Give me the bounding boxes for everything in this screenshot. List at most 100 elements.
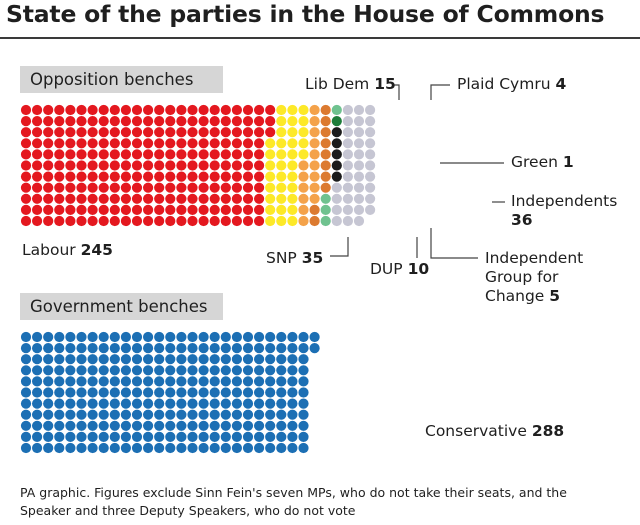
- seat-dot-conservative: [131, 420, 143, 431]
- seat-dot-labour: [65, 138, 76, 149]
- seat-dot-labour: [87, 149, 98, 160]
- seat-dot-conservative: [298, 387, 309, 398]
- seat-dot-labour: [165, 116, 176, 127]
- seat-dot-conservative: [131, 354, 143, 365]
- seat-dot-labour: [54, 193, 65, 204]
- seat-dot-conservative: [287, 431, 298, 442]
- seat-dot-labour: [198, 104, 209, 116]
- seat-dot-independents: [353, 138, 365, 149]
- seat-dot-conservative: [98, 387, 109, 398]
- seat-dot-snp: [287, 127, 298, 138]
- seat-dot-independents: [365, 138, 376, 149]
- seat-dot-snp: [298, 138, 309, 149]
- seat-dot-independents: [353, 204, 365, 215]
- seat-dot-conservative: [154, 420, 165, 431]
- seat-dot-snp: [276, 160, 287, 171]
- seat-dot-conservative: [298, 420, 309, 431]
- seat-dot-conservative: [242, 331, 254, 343]
- seat-dot-conservative: [220, 442, 231, 454]
- seat-dot-labour: [187, 127, 198, 138]
- seat-dot-labour: [231, 204, 242, 215]
- seat-dot-conservative: [87, 442, 98, 454]
- seat-dot-labour: [120, 182, 131, 193]
- seat-dot-labour: [31, 171, 43, 182]
- seat-dot-conservative: [131, 398, 143, 409]
- seat-dot-conservative: [254, 331, 265, 343]
- seat-dot-conservative: [209, 354, 220, 365]
- seat-dot-conservative: [87, 409, 98, 420]
- seat-dot-conservative: [109, 365, 120, 376]
- seat-dot-conservative: [76, 398, 87, 409]
- seat-dot-conservative: [109, 343, 120, 354]
- seat-dot-labour: [65, 127, 76, 138]
- seat-dot-conservative: [165, 387, 176, 398]
- seat-dot-labour: [154, 160, 165, 171]
- seat-dot-conservative: [187, 409, 198, 420]
- seat-dot-labour: [265, 127, 276, 138]
- seat-dot-independents: [353, 104, 365, 116]
- seat-dot-conservative: [265, 331, 276, 343]
- seat-dot-conservative: [187, 420, 198, 431]
- seat-dot-labour: [143, 215, 154, 227]
- seat-dot-labour: [165, 160, 176, 171]
- seat-dot-labour: [65, 215, 76, 227]
- seat-dot-conservative: [131, 365, 143, 376]
- seat-dot-conservative: [209, 343, 220, 354]
- seat-dot-labour: [98, 182, 109, 193]
- seat-dot-conservative: [265, 442, 276, 454]
- seat-dot-lib-dem: [309, 149, 320, 160]
- seat-dot-conservative: [276, 343, 287, 354]
- seat-dot-labour: [43, 160, 54, 171]
- seat-dot-labour: [54, 127, 65, 138]
- seat-dot-dup: [320, 127, 331, 138]
- seat-dot-conservative: [98, 420, 109, 431]
- seat-dot-conservative: [143, 376, 154, 387]
- label-green: Green 1: [511, 153, 574, 172]
- seat-dot-labour: [98, 171, 109, 182]
- seat-dot-labour: [165, 182, 176, 193]
- seat-dot-conservative: [20, 376, 32, 387]
- seat-dot-plaid-cymru: [331, 104, 342, 116]
- seat-dot-snp: [265, 149, 276, 160]
- seat-dot-labour: [242, 127, 254, 138]
- seat-dot-independents: [365, 127, 376, 138]
- seat-dot-conservative: [265, 343, 276, 354]
- seat-dot-conservative: [76, 354, 87, 365]
- seat-dot-labour: [20, 104, 32, 116]
- seat-dot-conservative: [198, 398, 209, 409]
- seat-dot-labour: [154, 204, 165, 215]
- seat-dot-conservative: [87, 331, 98, 343]
- seat-dot-conservative: [209, 420, 220, 431]
- seat-dot-labour: [131, 193, 143, 204]
- seat-dot-labour: [87, 171, 98, 182]
- seat-dot-labour: [54, 116, 65, 127]
- seat-dot-independents: [365, 160, 376, 171]
- seat-dot-labour: [254, 193, 265, 204]
- seat-dot-labour: [143, 171, 154, 182]
- seat-dot-conservative: [109, 442, 120, 454]
- seat-dot-lib-dem: [298, 204, 309, 215]
- seat-dot-conservative: [31, 420, 43, 431]
- seat-dot-labour: [231, 104, 242, 116]
- seat-dot-independent-group-for-change: [331, 127, 342, 138]
- seat-dot-labour: [209, 116, 220, 127]
- seat-dot-conservative: [31, 442, 43, 454]
- seat-dot-conservative: [109, 354, 120, 365]
- seat-dot-conservative: [43, 420, 54, 431]
- seat-dot-conservative: [154, 376, 165, 387]
- seat-dot-conservative: [298, 343, 309, 354]
- seat-dot-labour: [187, 149, 198, 160]
- seat-dot-conservative: [298, 409, 309, 420]
- seat-dot-conservative: [98, 343, 109, 354]
- seat-dot-independents: [342, 193, 353, 204]
- seat-dot-conservative: [231, 420, 242, 431]
- seat-dot-conservative: [165, 420, 176, 431]
- label-plaid-value: 4: [555, 75, 567, 93]
- source-note: PA graphic. Figures exclude Sinn Fein's …: [20, 485, 567, 518]
- seat-dot-labour: [120, 104, 131, 116]
- seat-dot-conservative: [176, 398, 187, 409]
- seat-dot-conservative: [176, 343, 187, 354]
- seat-dot-labour: [143, 138, 154, 149]
- seat-dot-conservative: [54, 442, 65, 454]
- seat-dot-conservative: [76, 343, 87, 354]
